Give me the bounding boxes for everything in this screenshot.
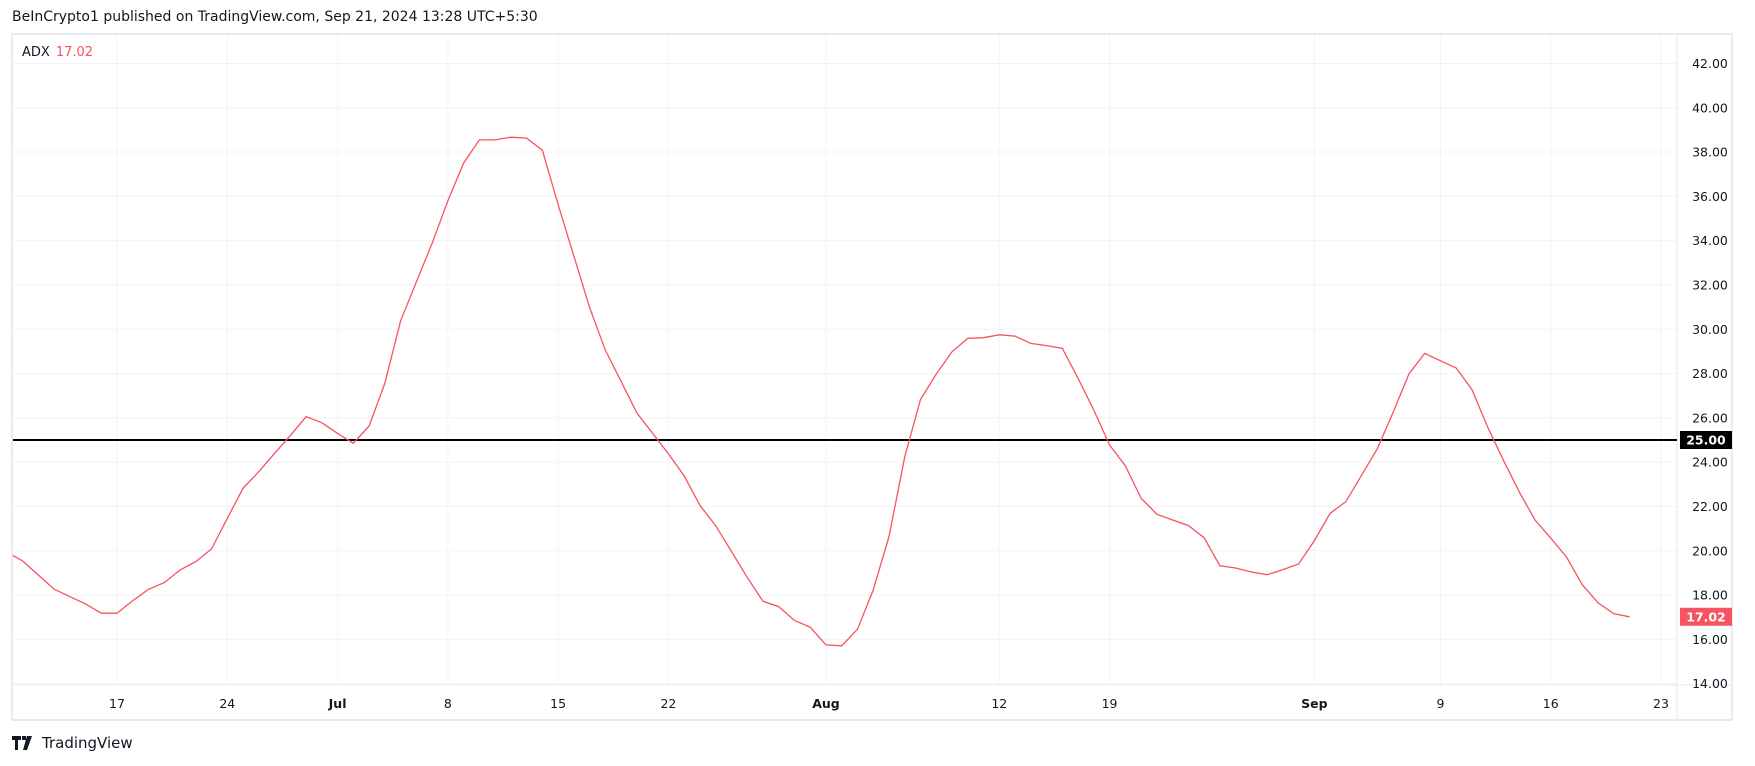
tradingview-logo-icon — [12, 736, 32, 750]
x-tick-label: 9 — [1436, 696, 1444, 711]
y-tick-label: 16.00 — [1692, 632, 1728, 647]
legend[interactable]: ADX 17.02 — [22, 45, 93, 60]
x-tick-label: 24 — [219, 696, 235, 711]
threshold-value-tag: 25.00 — [1686, 433, 1726, 448]
y-tick-label: 20.00 — [1692, 543, 1728, 558]
x-tick-label: 23 — [1653, 696, 1669, 711]
x-tick-label: 22 — [660, 696, 676, 711]
x-tick-label: 12 — [991, 696, 1007, 711]
x-tick-label: 19 — [1102, 696, 1118, 711]
publish-info: BeInCrypto1 published on TradingView.com… — [12, 9, 538, 25]
y-tick-label: 34.00 — [1692, 233, 1728, 248]
y-tick-label: 40.00 — [1692, 100, 1728, 115]
x-tick-label: 8 — [444, 696, 452, 711]
y-tick-label: 28.00 — [1692, 366, 1728, 381]
price-axis[interactable]: 14.00 16.00 18.00 20.00 22.00 24.00 26.00 28.00… — [1692, 56, 1728, 691]
y-tick-label: 18.00 — [1692, 588, 1728, 603]
y-tick-label: 36.00 — [1692, 189, 1728, 204]
x-tick-label: 15 — [550, 696, 566, 711]
y-tick-label: 26.00 — [1692, 410, 1728, 425]
tradingview-logo[interactable]: TradingView — [12, 734, 133, 752]
tradingview-brand: TradingView — [42, 734, 133, 752]
x-tick-label: Sep — [1301, 696, 1327, 711]
x-tick-label: Aug — [812, 696, 840, 711]
last-value-tag: 17.02 — [1686, 609, 1726, 624]
threshold-value-tag-bg — [1680, 431, 1732, 449]
y-tick-label: 30.00 — [1692, 322, 1728, 337]
y-tick-label: 24.00 — [1692, 455, 1728, 470]
y-tick-label: 32.00 — [1692, 277, 1728, 292]
x-tick-label: Jul — [328, 696, 347, 711]
y-tick-label: 42.00 — [1692, 56, 1728, 71]
x-tick-label: 17 — [109, 696, 125, 711]
legend-indicator-value: 17.02 — [55, 45, 94, 60]
y-tick-label: 22.00 — [1692, 499, 1728, 514]
legend-indicator-name: ADX — [22, 45, 50, 60]
y-tick-label: 14.00 — [1692, 676, 1728, 691]
last-value-tag-bg — [1680, 607, 1732, 626]
y-tick-label: 38.00 — [1692, 145, 1728, 160]
adx-series-line — [13, 136, 1630, 647]
time-axis[interactable]: 17 24 Jul 8 15 22 Aug 12 19 Sep 9 16 23 — [109, 696, 1669, 711]
chart-frame — [11, 33, 1733, 721]
x-tick-label: 16 — [1543, 696, 1559, 711]
grid — [13, 35, 1677, 685]
